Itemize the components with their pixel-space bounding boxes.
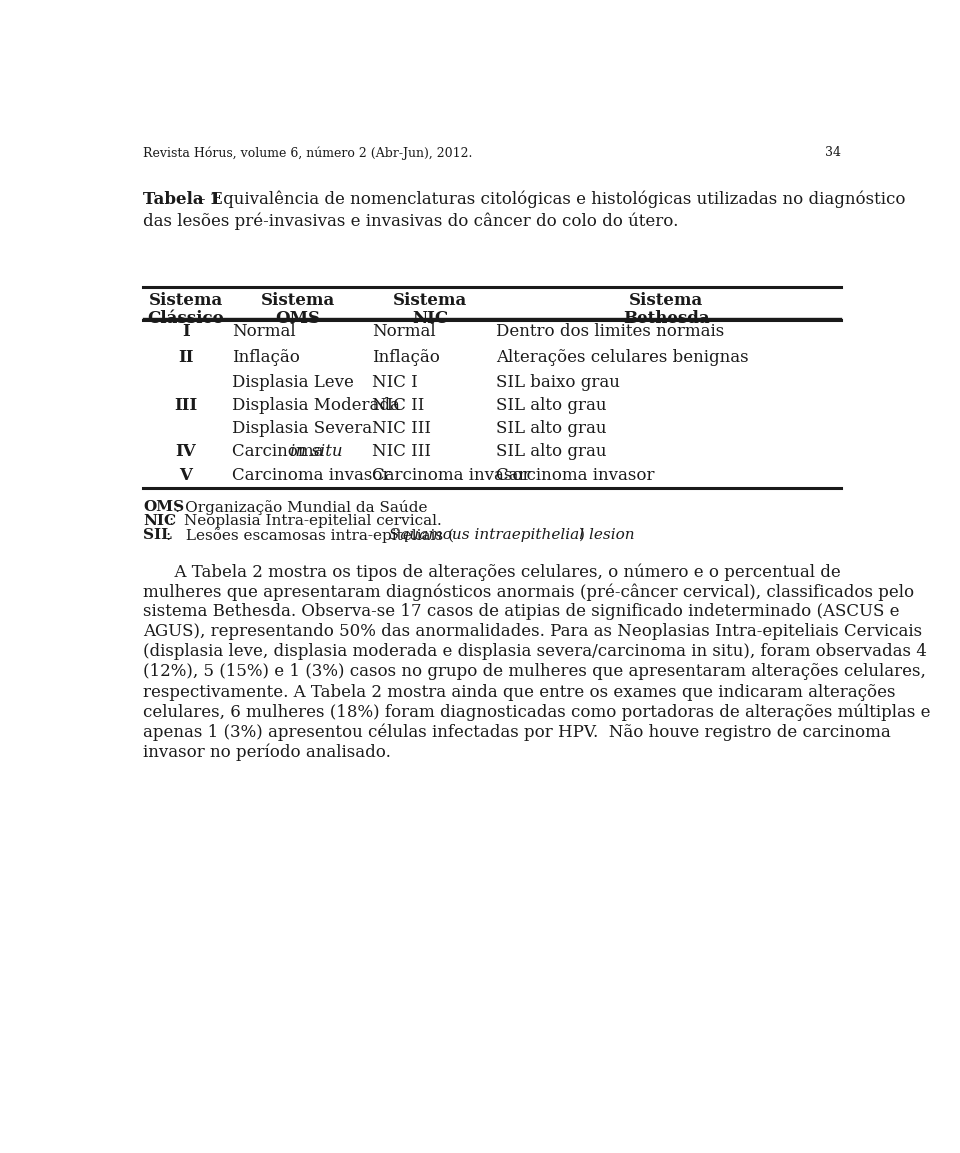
Text: Squamous intraepithelial lesion: Squamous intraepithelial lesion [389,528,635,542]
Text: (12%), 5 (15%) e 1 (3%) casos no grupo de mulheres que apresentaram alterações c: (12%), 5 (15%) e 1 (3%) casos no grupo d… [143,663,926,680]
Text: A Tabela 2 mostra os tipos de alterações celulares, o número e o percentual de: A Tabela 2 mostra os tipos de alterações… [143,564,841,581]
Text: Revista Hórus, volume 6, número 2 (Abr-Jun), 2012.: Revista Hórus, volume 6, número 2 (Abr-J… [143,146,472,159]
Text: Inflação: Inflação [232,349,300,367]
Text: V: V [180,467,192,484]
Text: Inflação: Inflação [372,349,440,367]
Text: AGUS), representando 50% das anormalidades. Para as Neoplasias Intra-epiteliais : AGUS), representando 50% das anormalidad… [143,624,923,640]
Text: II: II [179,349,194,367]
Text: NIC III: NIC III [372,443,431,460]
Text: Bethesda: Bethesda [623,310,709,327]
Text: sistema Bethesda. Observa-se 17 casos de atipias de significado indeterminado (A: sistema Bethesda. Observa-se 17 casos de… [143,603,900,620]
Text: NIC I: NIC I [372,374,418,391]
Text: ): ) [579,528,586,542]
Text: Sistema: Sistema [629,292,704,309]
Text: : Organização Mundial da Saúde: : Organização Mundial da Saúde [175,500,427,515]
Text: Clássico: Clássico [148,310,225,327]
Text: SIL alto grau: SIL alto grau [496,443,607,460]
Text: Sistema: Sistema [393,292,468,309]
Text: Carcinoma invasor: Carcinoma invasor [232,467,391,484]
Text: OMS: OMS [276,310,321,327]
Text: NIC: NIC [412,310,448,327]
Text: – Equivalência de nomenclaturas citológicas e histológicas utilizadas no diagnós: – Equivalência de nomenclaturas citológi… [192,190,905,209]
Text: Alterações celulares benignas: Alterações celulares benignas [496,349,749,367]
Text: Displasia Severa: Displasia Severa [232,420,372,437]
Text: Sistema: Sistema [261,292,335,309]
Text: Tabela 1: Tabela 1 [143,190,221,208]
Text: 34: 34 [825,146,841,159]
Text: Carcinoma invasor: Carcinoma invasor [496,467,655,484]
Text: in situ: in situ [290,443,343,460]
Text: das lesões pré-invasivas e invasivas do câncer do colo do útero.: das lesões pré-invasivas e invasivas do … [143,212,679,229]
Text: celulares, 6 mulheres (18%) foram diagnosticadas como portadoras de alterações m: celulares, 6 mulheres (18%) foram diagno… [143,703,931,721]
Text: I: I [182,323,190,340]
Text: Carcinoma: Carcinoma [232,443,329,460]
Text: NIC II: NIC II [372,397,424,414]
Text: SIL alto grau: SIL alto grau [496,420,607,437]
Text: Carcinoma invasor: Carcinoma invasor [372,467,530,484]
Text: Dentro dos limites normais: Dentro dos limites normais [496,323,724,340]
Text: Sistema: Sistema [149,292,223,309]
Text: Displasia Leve: Displasia Leve [232,374,354,391]
Text: Displasia Moderada: Displasia Moderada [232,397,400,414]
Text: SIL baixo grau: SIL baixo grau [496,374,620,391]
Text: (displasia leve, displasia moderada e displasia severa/carcinoma in situ), foram: (displasia leve, displasia moderada e di… [143,643,927,661]
Text: respectivamente. A Tabela 2 mostra ainda que entre os exames que indicaram alter: respectivamente. A Tabela 2 mostra ainda… [143,684,896,701]
Text: :  Neoplasia Intra-epitelial cervical.: : Neoplasia Intra-epitelial cervical. [169,514,442,528]
Text: NIC III: NIC III [372,420,431,437]
Text: OMS: OMS [143,500,184,514]
Text: Normal: Normal [372,323,436,340]
Text: SIL alto grau: SIL alto grau [496,397,607,414]
Text: NIC: NIC [143,514,177,528]
Text: III: III [175,397,198,414]
Text: :   Lesões escamosas intra-epiteliais (: : Lesões escamosas intra-epiteliais ( [166,528,454,543]
Text: invasor no período analisado.: invasor no período analisado. [143,744,391,761]
Text: apenas 1 (3%) apresentou células infectadas por HPV.  Não houve registro de carc: apenas 1 (3%) apresentou células infecta… [143,724,891,741]
Text: Normal: Normal [232,323,296,340]
Text: SIL: SIL [143,528,172,542]
Text: mulheres que apresentaram diagnósticos anormais (pré-câncer cervical), classific: mulheres que apresentaram diagnósticos a… [143,583,914,601]
Text: IV: IV [176,443,196,460]
